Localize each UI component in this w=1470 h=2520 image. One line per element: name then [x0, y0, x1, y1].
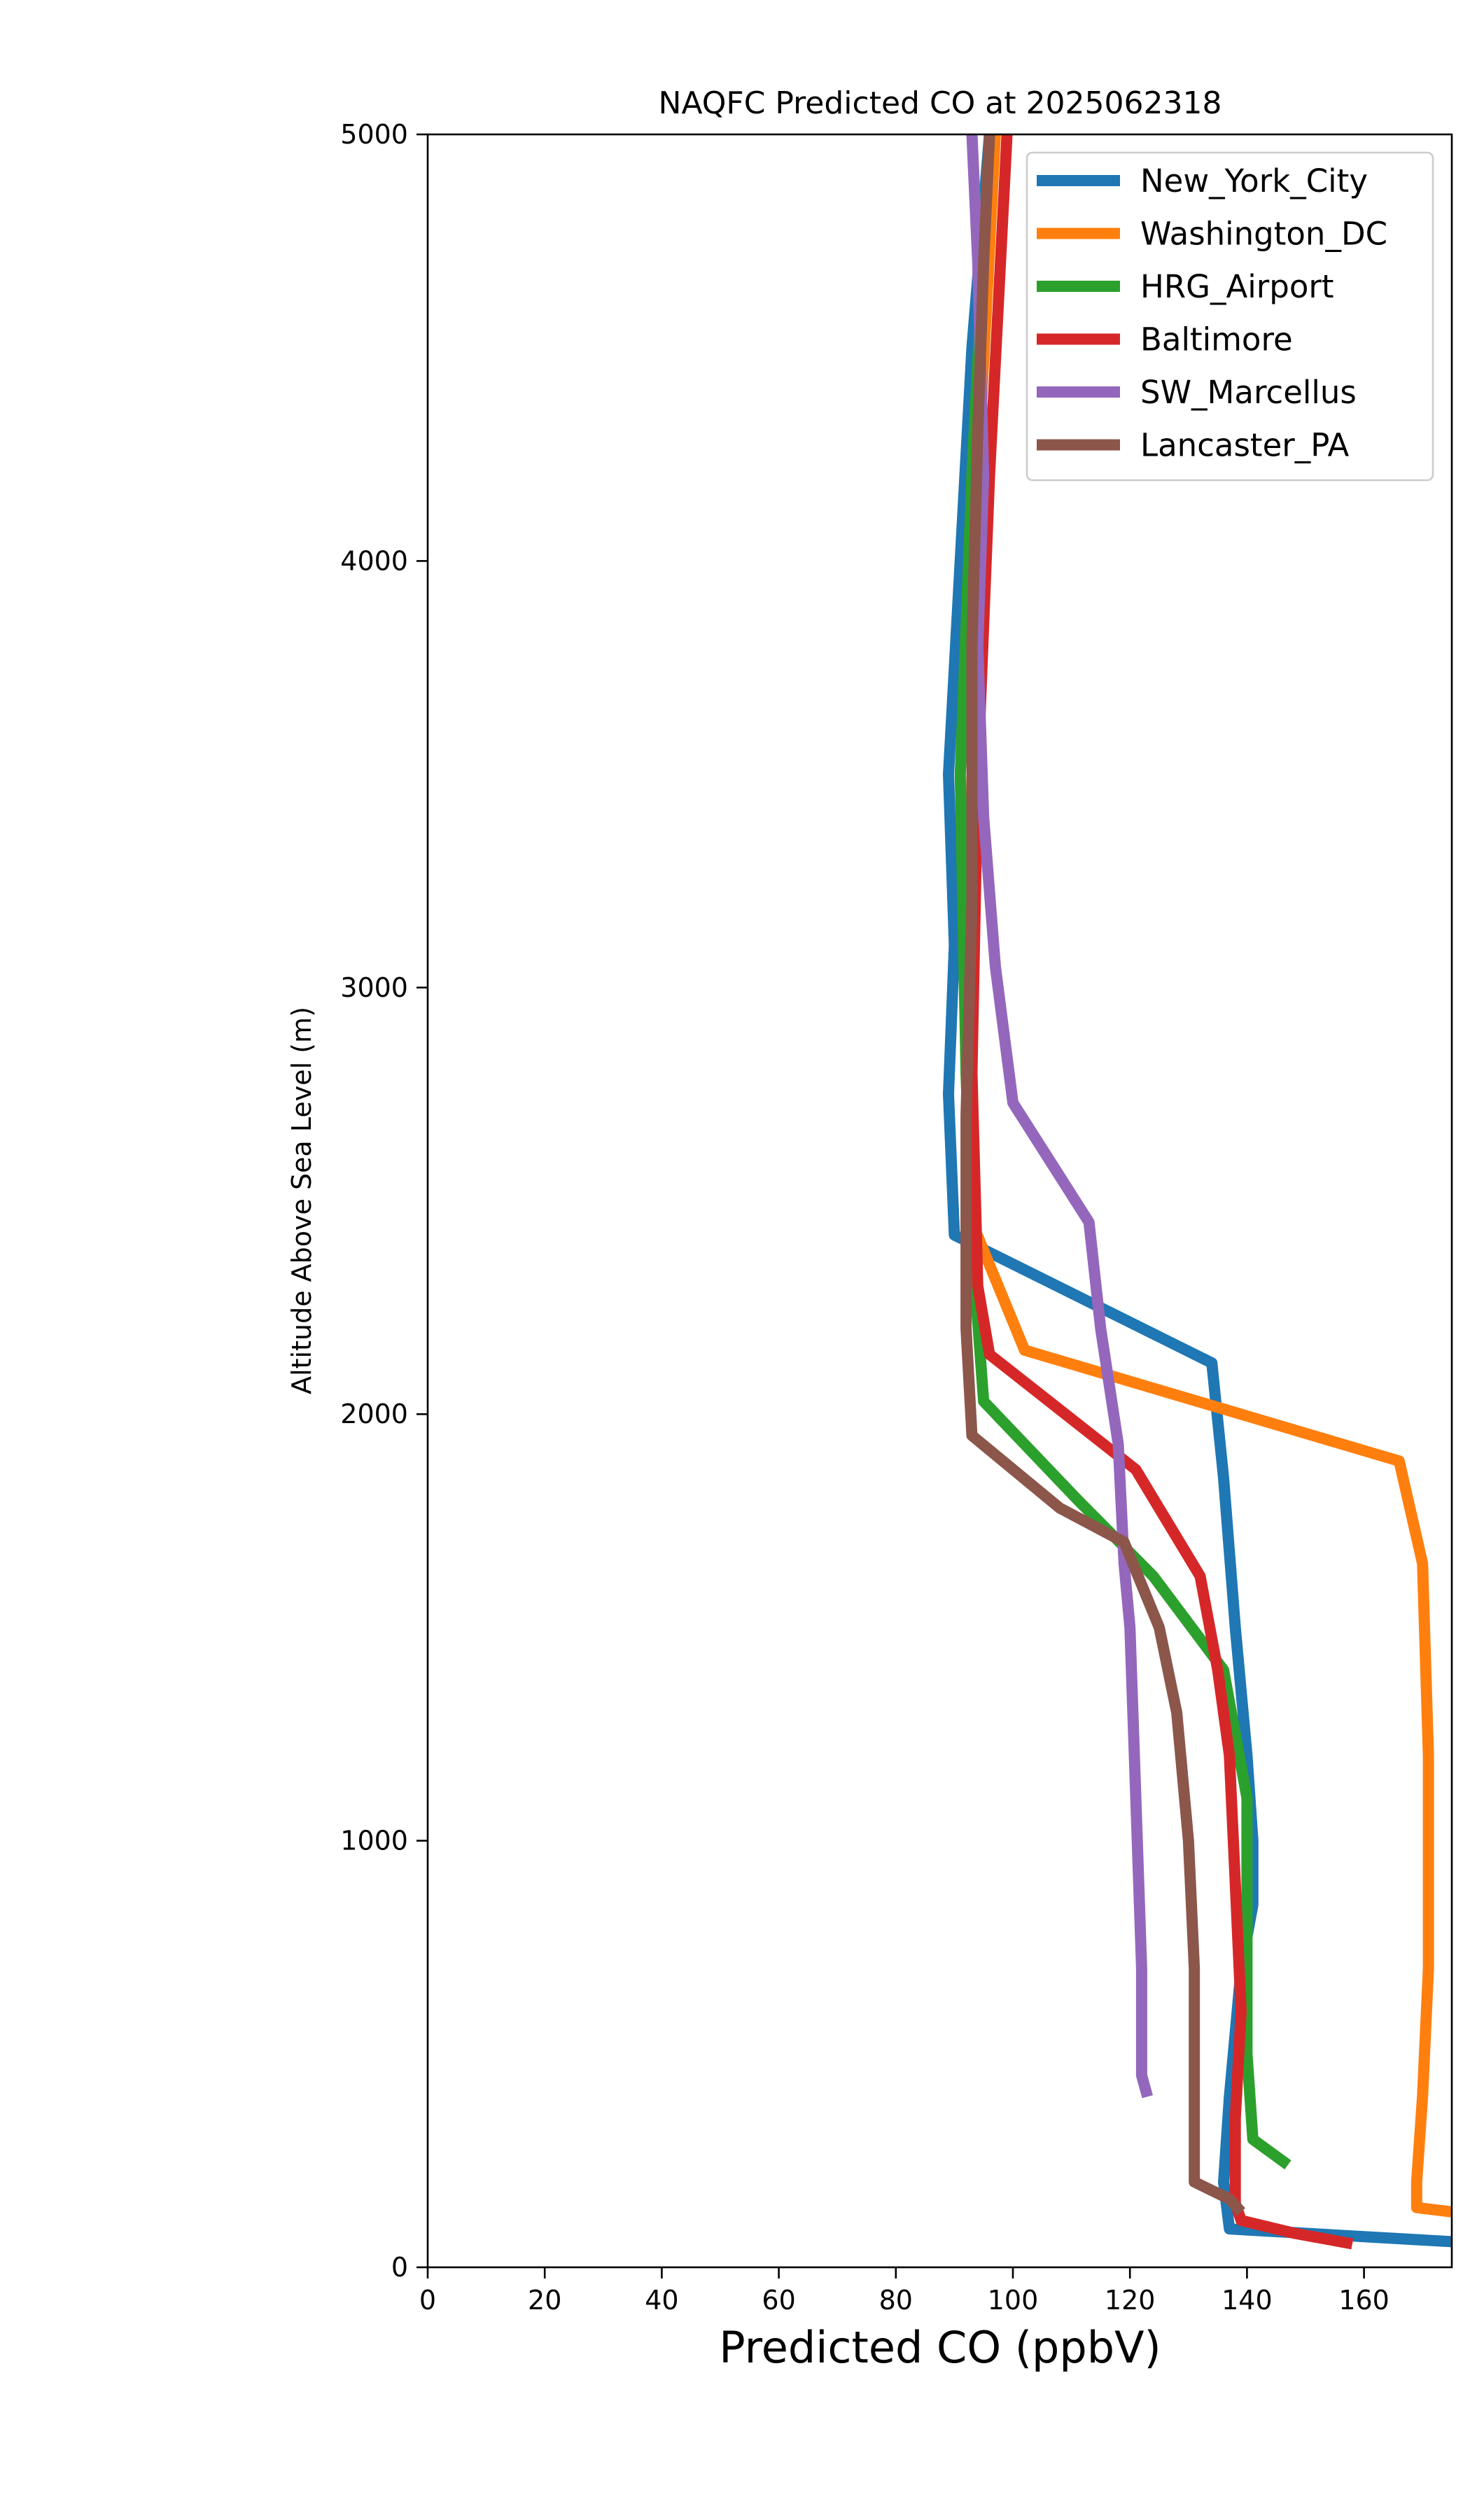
y-tick-label: 4000 — [340, 545, 408, 576]
series-layer — [943, 134, 1452, 2250]
y-tick-label: 3000 — [340, 972, 408, 1003]
y-tick-label: 0 — [391, 2252, 408, 2283]
y-tick-label: 1000 — [340, 1826, 408, 1856]
series-line-lancaster-pa — [960, 134, 1245, 2216]
legend-label-lancaster-pa: Lancaster_PA — [1140, 427, 1350, 464]
legend-label-washington-dc: Washington_DC — [1140, 216, 1387, 253]
legend-label-new-york-city: New_York_City — [1140, 162, 1368, 200]
plot-frame — [426, 133, 1453, 2269]
legend-label-sw-marcellus: SW_Marcellus — [1140, 374, 1357, 411]
x-tick-label: 100 — [988, 2285, 1039, 2316]
x-tick-label: 120 — [1105, 2285, 1156, 2316]
series-line-new-york-city — [943, 134, 1452, 2248]
y-tick-label: 2000 — [340, 1399, 408, 1429]
x-axis: 0 20 40 60 80 100 120 140 160 — [419, 2267, 1390, 2316]
y-axis: 0 1000 2000 3000 4000 5000 — [340, 119, 428, 2283]
legend: New_York_City Washington_DC HRG_Airport Bal… — [1026, 151, 1434, 482]
y-axis-label: Altitude Above Sea Level (m) — [286, 1007, 317, 1394]
x-tick-label: 60 — [762, 2285, 795, 2316]
x-tick-label: 20 — [528, 2285, 561, 2316]
x-tick-label: 160 — [1338, 2285, 1390, 2316]
x-tick-label: 140 — [1222, 2285, 1273, 2316]
chart-title: NAQFC Predicted CO at 2025062318 — [659, 85, 1222, 121]
x-axis-label: Predicted CO (ppbV) — [719, 2322, 1161, 2373]
legend-label-baltimore: Baltimore — [1140, 321, 1293, 358]
x-tick-label: 40 — [645, 2285, 678, 2316]
series-line-sw-marcellus — [966, 134, 1154, 2099]
x-tick-label: 0 — [419, 2285, 436, 2316]
x-tick-label: 80 — [879, 2285, 913, 2316]
legend-label-hrg-airport: HRG_Airport — [1140, 268, 1334, 305]
y-tick-label: 5000 — [340, 119, 408, 150]
legend-box — [1026, 151, 1434, 482]
